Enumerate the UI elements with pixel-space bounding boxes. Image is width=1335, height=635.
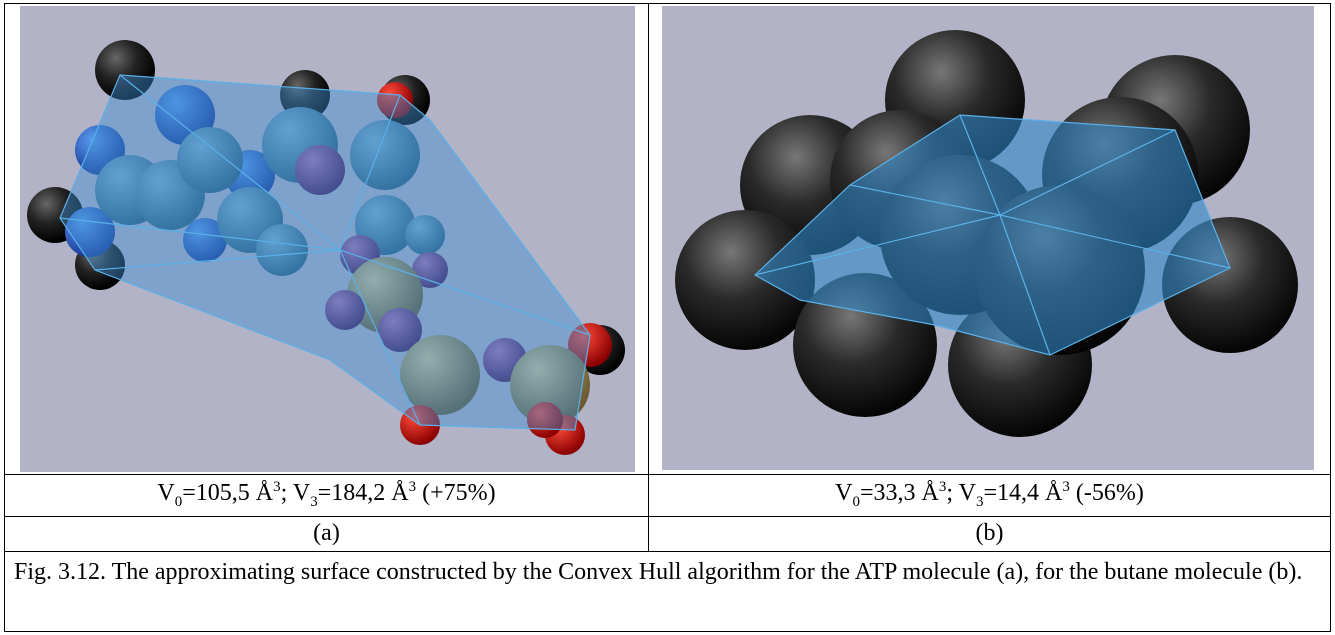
text: (-56%): [1070, 480, 1144, 506]
superscript: 3: [273, 479, 281, 495]
text: =33,3 Å: [860, 480, 939, 506]
superscript: 3: [409, 479, 417, 495]
column-line: [648, 3, 649, 551]
row-line: [4, 474, 1331, 475]
panel-a-volumes: V0=105,5 Å3; V3=184,2 Å3 (+75%): [5, 478, 648, 508]
figure-caption: Fig. 3.12. The approximating surface con…: [14, 557, 1318, 587]
page: V0=105,5 Å3; V3=184,2 Å3 (+75%) V0=33,3 …: [0, 0, 1335, 635]
row-line: [4, 516, 1331, 517]
text: =105,5 Å: [182, 480, 273, 506]
text: V: [835, 480, 852, 506]
text: =184,2 Å: [318, 480, 409, 506]
text: ; V: [946, 480, 976, 506]
atp-render: [20, 6, 635, 472]
text: (+75%): [416, 480, 496, 506]
border-right: [1330, 3, 1331, 632]
text: ; V: [281, 480, 311, 506]
subscript: 3: [310, 494, 318, 510]
row-line: [4, 551, 1331, 552]
subscript: 0: [853, 494, 861, 510]
butane-render: [662, 6, 1314, 470]
superscript: 3: [1062, 479, 1070, 495]
text: =14,4 Å: [983, 480, 1062, 506]
border-top: [4, 3, 1331, 4]
border-bottom: [4, 631, 1331, 632]
panel-b-volumes: V0=33,3 Å3; V3=14,4 Å3 (-56%): [649, 478, 1330, 508]
panel-b-label: (b): [649, 518, 1330, 548]
text: V: [157, 480, 174, 506]
panel-a-label: (a): [5, 518, 648, 548]
